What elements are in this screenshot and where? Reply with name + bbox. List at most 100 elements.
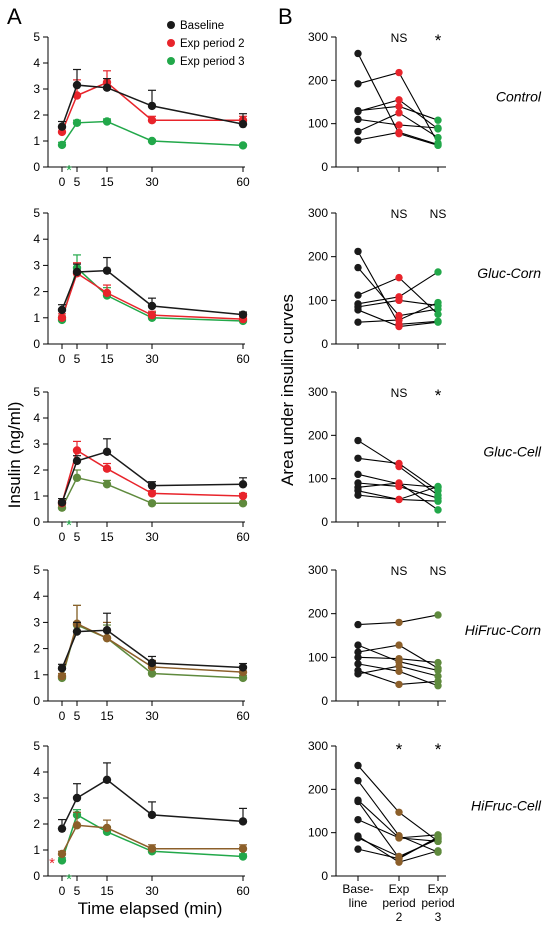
x-tick-label: 15: [100, 884, 114, 898]
data-point: [434, 497, 442, 505]
y-tick-label: 200: [308, 607, 328, 621]
panel-a-x-axis-label: Time elapsed (min): [78, 899, 223, 918]
data-point: [238, 673, 248, 683]
x-tick-label: 5: [74, 175, 81, 189]
x-tick-label: 5: [74, 530, 81, 544]
data-point: [57, 671, 67, 681]
data-point: [238, 663, 248, 672]
data-point: [434, 847, 442, 855]
data-point: [57, 305, 67, 315]
significance-label: NS: [391, 564, 408, 578]
y-tick-label: 0: [33, 694, 40, 708]
data-point: [147, 101, 157, 111]
data-point: [72, 473, 82, 482]
subject-trace: [354, 776, 442, 856]
data-point: [57, 498, 67, 507]
significance-label: *: [435, 386, 442, 405]
data-point: [395, 680, 403, 689]
data-point: [147, 481, 157, 490]
y-tick-label: 200: [308, 428, 328, 442]
data-point: [102, 626, 112, 635]
data-point: [395, 618, 403, 627]
data-point: [354, 470, 362, 479]
data-point: [238, 491, 248, 501]
panel-b-label: B: [278, 4, 293, 29]
data-point: [147, 669, 157, 678]
significance-label: *: [435, 740, 442, 759]
data-point: [102, 480, 112, 489]
data-point: [354, 318, 362, 326]
data-point: [57, 313, 67, 322]
x-tick-label: 5: [74, 709, 81, 723]
y-tick-label: 5: [33, 739, 40, 753]
data-point: [72, 91, 82, 100]
subject-trace: [354, 660, 442, 690]
data-point: [395, 322, 403, 331]
data-point: [354, 80, 362, 88]
y-tick-label: 100: [308, 472, 328, 486]
data-point: [354, 670, 362, 678]
x-tick-label: 30: [145, 530, 159, 544]
y-tick-label: 5: [33, 385, 40, 399]
significance-asterisk: *: [66, 517, 72, 534]
data-point: [354, 491, 362, 499]
x-tick-label: 0: [59, 175, 66, 189]
significance-label: NS: [430, 207, 447, 221]
y-tick-label: 0: [33, 869, 40, 883]
auc-chart-row-5: 0 100 200 300 * * HiFruc-Cell: [308, 739, 542, 883]
data-point: [354, 127, 362, 136]
data-point: [354, 136, 362, 144]
data-point: [57, 856, 67, 865]
data-point: [395, 96, 403, 104]
y-tick-label: 3: [33, 437, 40, 451]
subject-trace: [354, 128, 442, 149]
x-tick-label: 60: [236, 530, 250, 544]
data-point: [354, 776, 362, 785]
auc-chart-row-1: 0 100 200 300 NS * Control: [308, 30, 542, 174]
data-point: [354, 436, 362, 445]
data-point: [354, 761, 362, 770]
y-tick-label: 4: [33, 765, 40, 779]
legend-label-baseline: Baseline: [180, 20, 224, 32]
series-baseline: [57, 612, 248, 673]
data-point: [147, 489, 157, 498]
data-point: [434, 677, 442, 686]
x-tick-label: 60: [236, 175, 250, 189]
subject-trace: [354, 109, 442, 142]
y-tick-label: 200: [308, 73, 328, 87]
subject-trace: [354, 115, 442, 132]
y-tick-label: 4: [33, 411, 40, 425]
x-tick-label: 60: [236, 884, 250, 898]
category-label: Base-: [342, 882, 373, 896]
group-label: Gluc-Corn: [477, 265, 541, 281]
data-point: [147, 844, 157, 853]
data-point: [147, 658, 157, 668]
data-point: [395, 641, 403, 649]
subject-trace: [354, 611, 442, 629]
data-point: [354, 306, 362, 314]
subject-trace: [354, 306, 442, 331]
data-point: [238, 817, 248, 826]
legend-label-period3: Exp period 3: [180, 56, 245, 68]
legend-marker-period2: [167, 39, 175, 47]
x-tick-label: 30: [145, 175, 159, 189]
category-label: Exp: [389, 882, 410, 896]
data-point: [434, 140, 442, 149]
data-point: [395, 316, 403, 324]
data-point: [354, 660, 362, 668]
group-label: HiFruc-Corn: [465, 622, 541, 638]
data-point: [57, 122, 67, 131]
series-exp-period-2: [57, 440, 248, 508]
y-tick-label: 5: [33, 563, 40, 577]
y-tick-label: 0: [321, 337, 328, 351]
subject-trace: [354, 797, 442, 862]
data-point: [434, 116, 442, 124]
significance-asterisk: *: [66, 871, 72, 888]
data-point: [57, 664, 67, 673]
y-tick-label: 1: [33, 311, 40, 325]
